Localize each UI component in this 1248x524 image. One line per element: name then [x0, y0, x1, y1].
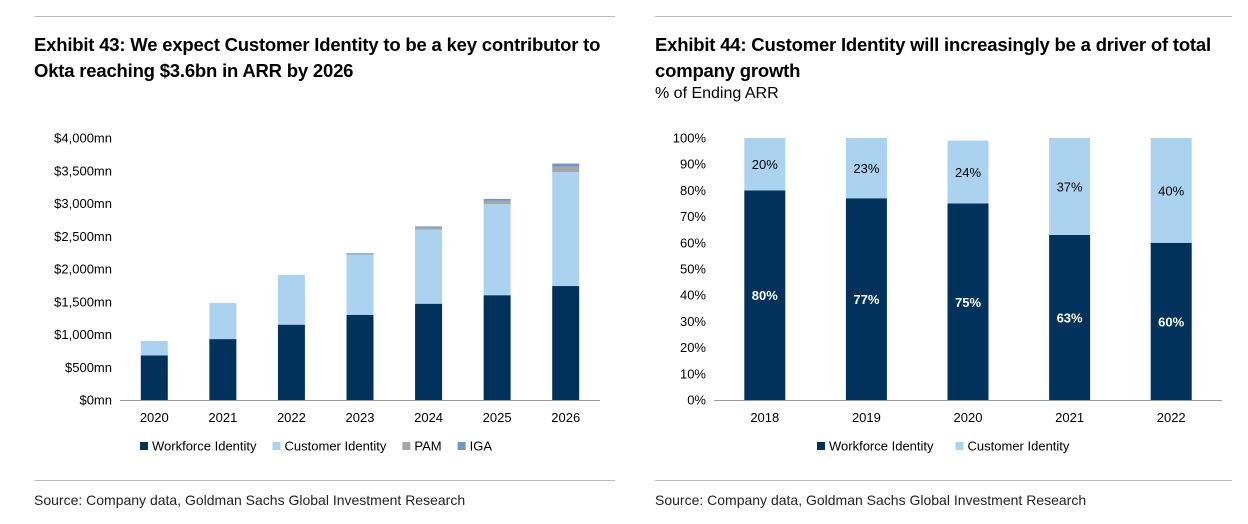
exhibit-43-panel: Exhibit 43: We expect Customer Identity …	[34, 0, 615, 524]
legend-label-customer-identity: Customer Identity	[285, 439, 387, 454]
bar-workforce-identity-2020	[947, 203, 989, 400]
bar-workforce-identity-2018	[744, 190, 786, 400]
exhibit-44-source: Source: Company data, Goldman Sachs Glob…	[655, 492, 1087, 508]
x-tick-label: 2021	[1055, 410, 1084, 425]
bar-workforce-identity-2022	[277, 324, 305, 400]
bar-workforce-identity-2019	[845, 198, 887, 400]
x-tick-label: 2022	[277, 410, 306, 425]
x-tick-label: 2021	[208, 410, 237, 425]
y-tick-label: 0%	[687, 393, 706, 408]
bottom-divider	[34, 480, 615, 481]
legend-swatch-workforce-identity	[817, 442, 825, 450]
bar-iga-2026	[552, 163, 580, 167]
exhibit-44-subtitle: % of Ending ARR	[655, 85, 779, 102]
y-tick-label: 60%	[680, 235, 706, 250]
x-tick-label: 2026	[551, 410, 580, 425]
x-tick-label: 2018	[750, 410, 779, 425]
legend-swatch-workforce-identity	[140, 442, 148, 450]
y-tick-label: 70%	[680, 209, 706, 224]
y-tick-label: $4,000mn	[54, 131, 112, 146]
bar-customer-identity-2025	[483, 204, 511, 296]
y-tick-label: $1,000mn	[54, 327, 112, 342]
x-tick-label: 2020	[140, 410, 169, 425]
bar-customer-identity-2022	[1150, 138, 1192, 243]
exhibit-43-title: Exhibit 43: We expect Customer Identity …	[34, 34, 601, 81]
x-tick-label: 2019	[852, 410, 881, 425]
bar-customer-identity-2021	[209, 303, 237, 340]
data-label-customer-identity-2018: 20%	[752, 157, 778, 172]
exhibit-43-source: Source: Company data, Goldman Sachs Glob…	[34, 492, 466, 508]
x-tick-label: 2022	[1157, 410, 1186, 425]
bar-customer-identity-2021	[1049, 138, 1091, 235]
data-label-customer-identity-2022: 40%	[1158, 183, 1184, 198]
y-tick-label: $3,000mn	[54, 196, 112, 211]
y-tick-label: 100%	[673, 131, 707, 146]
data-label-customer-identity-2020: 24%	[955, 165, 981, 180]
y-tick-label: 10%	[680, 366, 706, 381]
bar-workforce-identity-2023	[346, 314, 374, 400]
y-tick-label: $2,500mn	[54, 229, 112, 244]
top-divider	[34, 16, 615, 17]
bar-workforce-identity-2021	[209, 339, 237, 400]
arr-stacked-bar-chart: $0mn $500mn $1,000mn $1,500mn $2,000mn $2,500…	[54, 131, 600, 454]
arr-mix-percent-chart: 0% 10% 20% 30% 40% 50% 60% 70% 80% 90% 100% 80% 20% 2…	[673, 131, 1222, 454]
y-tick-label: 80%	[680, 183, 706, 198]
exhibit-44-panel: Exhibit 44: Customer Identity will incre…	[655, 0, 1232, 524]
bar-customer-identity-2019	[845, 138, 887, 199]
bar-customer-identity-2023	[346, 254, 374, 315]
x-tick-label: 2020	[954, 410, 983, 425]
bottom-divider	[655, 480, 1232, 481]
exhibit-44-title: Exhibit 44: Customer Identity will incre…	[655, 34, 1211, 81]
bar-customer-identity-2022	[277, 274, 305, 325]
bar-iga-2024	[415, 226, 443, 228]
y-tick-label: 90%	[680, 157, 706, 172]
y-tick-label: $500mn	[65, 360, 112, 375]
y-tick-label: $1,500mn	[54, 294, 112, 309]
legend-swatch-pam	[402, 442, 411, 450]
bar-workforce-identity-2025	[483, 295, 511, 400]
bar-customer-identity-2018	[744, 138, 786, 191]
bar-pam-2025	[483, 200, 511, 205]
bar-pam-2024	[415, 227, 443, 230]
bar-pam-2026	[552, 166, 580, 173]
y-tick-label: 30%	[680, 314, 706, 329]
bar-customer-identity-2024	[415, 229, 443, 304]
x-tick-label: 2024	[414, 410, 443, 425]
legend-swatch-customer-identity	[955, 442, 964, 450]
x-tick-label: 2023	[346, 410, 375, 425]
y-tick-label: $0mn	[79, 393, 112, 408]
data-label-workforce-identity-2018: 80%	[752, 288, 778, 303]
legend-label-pam: PAM	[414, 439, 441, 454]
y-tick-label: $3,500mn	[54, 163, 112, 178]
bar-workforce-identity-2021	[1049, 234, 1091, 400]
data-label-customer-identity-2019: 23%	[853, 161, 879, 176]
y-tick-label: 50%	[680, 262, 706, 277]
y-tick-label: 40%	[680, 288, 706, 303]
bar-customer-identity-2026	[552, 172, 580, 287]
y-tick-label: 20%	[680, 340, 706, 355]
bar-workforce-identity-2024	[415, 303, 443, 400]
y-tick-label: $2,000mn	[54, 262, 112, 277]
top-divider	[655, 16, 1232, 17]
bar-workforce-identity-2020	[140, 355, 168, 400]
data-label-workforce-identity-2022: 60%	[1158, 314, 1184, 329]
bar-iga-2023	[346, 253, 374, 255]
bar-iga-2025	[483, 198, 511, 201]
bar-pam-2023	[346, 253, 374, 255]
legend-label-iga: IGA	[470, 439, 493, 454]
legend-swatch-customer-identity	[272, 442, 281, 450]
data-label-workforce-identity-2019: 77%	[853, 292, 879, 307]
bar-customer-identity-2020	[140, 341, 168, 356]
bar-workforce-identity-2022	[1150, 242, 1192, 400]
bar-customer-identity-2020	[947, 140, 989, 204]
legend-swatch-iga	[457, 442, 466, 450]
legend-label-customer-identity: Customer Identity	[968, 439, 1070, 454]
legend-label-workforce-identity: Workforce Identity	[152, 439, 257, 454]
legend-label-workforce-identity: Workforce Identity	[829, 439, 934, 454]
data-label-workforce-identity-2021: 63%	[1057, 310, 1083, 325]
x-tick-label: 2025	[483, 410, 512, 425]
data-label-workforce-identity-2020: 75%	[955, 295, 981, 310]
bar-workforce-identity-2026	[552, 286, 580, 400]
data-label-customer-identity-2021: 37%	[1057, 179, 1083, 194]
